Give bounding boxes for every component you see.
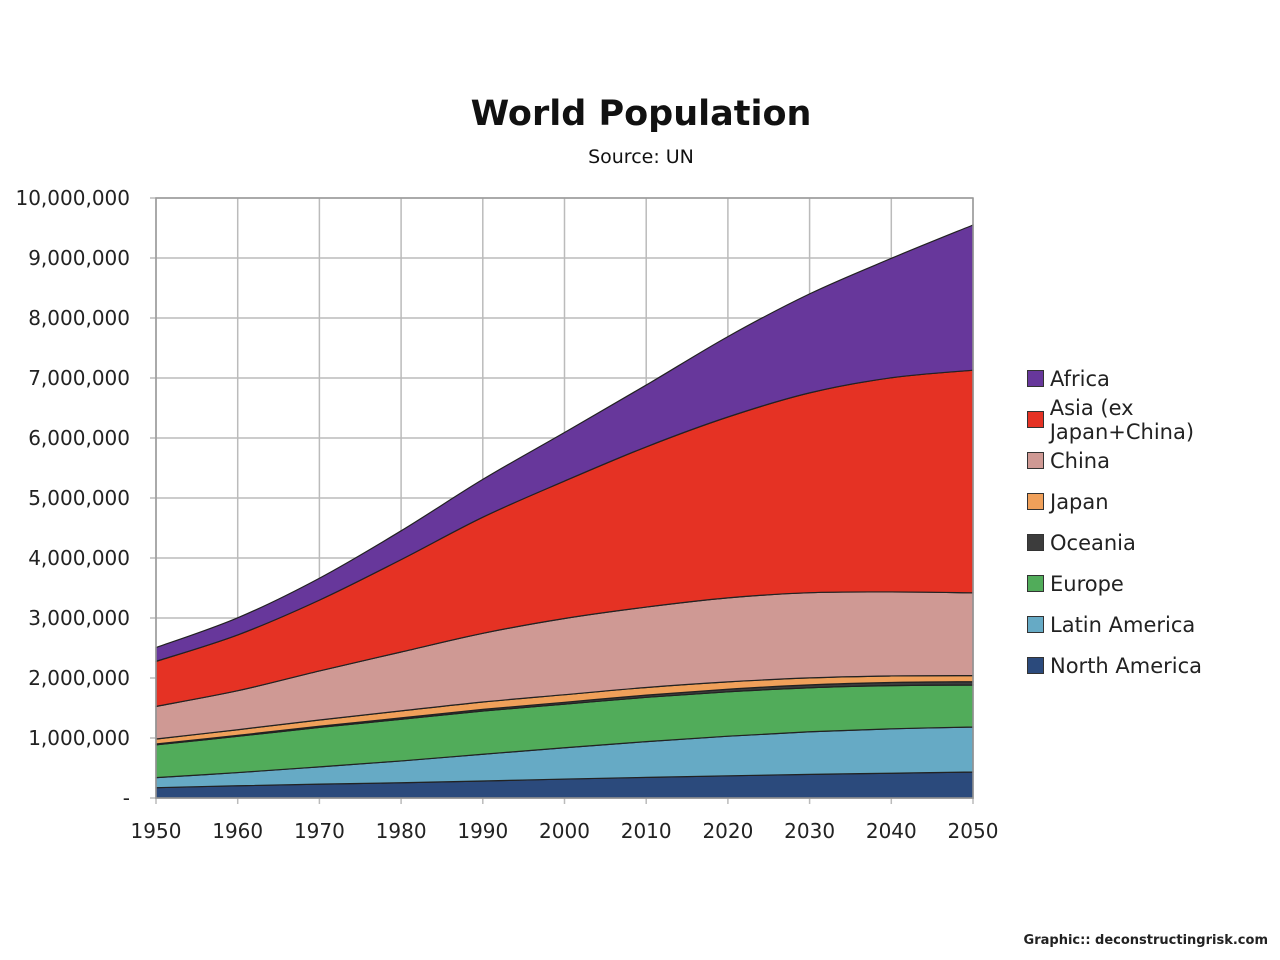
legend-item: Latin America [1027, 604, 1280, 645]
y-tick-label: 6,000,000 [28, 426, 130, 450]
legend-swatch [1027, 657, 1044, 674]
y-tick-label: - [123, 786, 130, 810]
x-tick-label: 2010 [621, 819, 672, 843]
credit-text: Graphic:: deconstructingrisk.com [1023, 933, 1268, 948]
legend-item: Europe [1027, 563, 1280, 604]
legend-swatch [1027, 493, 1044, 510]
legend-label: Asia (ex Japan+China) [1049, 395, 1195, 444]
legend-item: Japan [1027, 481, 1280, 522]
x-tick-label: 2000 [539, 819, 590, 843]
legend-item: North America [1027, 645, 1280, 686]
chart-subtitle: Source: UN [588, 146, 694, 168]
y-tick-label: 7,000,000 [28, 366, 130, 390]
legend-item: Africa [1027, 358, 1280, 399]
legend-label: Latin America [1050, 612, 1196, 637]
legend: Africa Asia (ex Japan+China) China Japan Oce… [1027, 358, 1280, 686]
y-tick-label: 3,000,000 [28, 606, 130, 630]
y-tick-label: 1,000,000 [28, 726, 130, 750]
x-tick-label: 2050 [948, 819, 999, 843]
y-tick-label: 9,000,000 [28, 246, 130, 270]
y-tick-label: 5,000,000 [28, 486, 130, 510]
x-tick-label: 1990 [457, 819, 508, 843]
legend-item: Oceania [1027, 522, 1280, 563]
legend-swatch [1027, 411, 1044, 428]
legend-swatch [1027, 616, 1044, 633]
y-tick-label: 8,000,000 [28, 306, 130, 330]
legend-label: North America [1050, 653, 1203, 678]
x-tick-label: 1960 [212, 819, 263, 843]
legend-item: China [1027, 440, 1280, 481]
legend-swatch [1027, 452, 1044, 469]
legend-label: Oceania [1050, 530, 1136, 555]
x-tick-label: 2040 [866, 819, 917, 843]
legend-swatch [1027, 534, 1044, 551]
legend-label: Africa [1050, 366, 1110, 391]
chart-title: World Population [470, 94, 812, 134]
x-tick-label: 1980 [376, 819, 427, 843]
plot-border [155, 197, 974, 799]
legend-label: China [1050, 448, 1110, 473]
x-tick-label: 1950 [131, 819, 182, 843]
x-tick-label: 1970 [294, 819, 345, 843]
legend-swatch [1027, 370, 1044, 387]
legend-label: Europe [1050, 571, 1124, 596]
y-tick-label: 4,000,000 [28, 546, 130, 570]
y-tick-label: 2,000,000 [28, 666, 130, 690]
x-tick-label: 2030 [784, 819, 835, 843]
legend-label: Japan [1050, 489, 1109, 514]
legend-swatch [1027, 575, 1044, 592]
y-tick-label: 10,000,000 [15, 186, 130, 210]
legend-item: Asia (ex Japan+China) [1027, 396, 1280, 444]
x-tick-label: 2020 [702, 819, 753, 843]
